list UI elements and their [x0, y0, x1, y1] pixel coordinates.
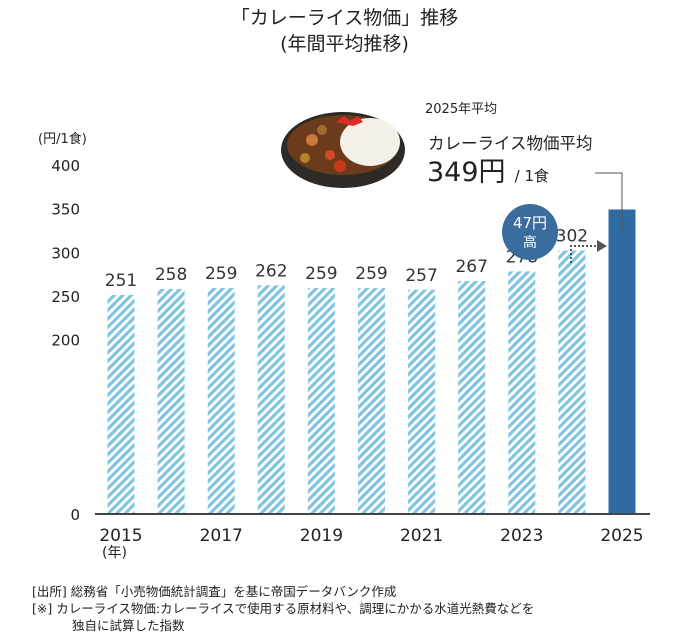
remark-note-cont: 独自に試算した指数 — [72, 618, 185, 633]
chart-subtitle: (年間平均推移) — [280, 33, 409, 55]
bar-2025 — [608, 209, 636, 514]
y-tick-400: 400 — [51, 157, 80, 175]
x-tick-2023: 2023 — [500, 526, 543, 546]
x-tick-2017: 2017 — [200, 526, 243, 546]
bar-2019 — [307, 288, 335, 514]
x-tick-2021: 2021 — [400, 526, 443, 546]
bar-2015 — [107, 295, 135, 514]
data-label-2020: 259 — [355, 264, 387, 284]
annotation-value: 349円 — [427, 157, 506, 188]
data-label-2017: 259 — [205, 264, 237, 284]
bar-2024 — [558, 250, 586, 514]
bar-2022 — [458, 281, 486, 514]
data-label-2022: 267 — [455, 257, 487, 277]
bar-2016 — [157, 288, 185, 514]
annotation-period: 2025年平均 — [425, 102, 498, 117]
data-label-2016: 258 — [155, 265, 187, 285]
y-tick-0: 0 — [70, 506, 80, 524]
data-label-2018: 262 — [255, 261, 287, 281]
y-tick-200: 200 — [51, 332, 80, 350]
svg-text:47円: 47円 — [513, 214, 547, 232]
y-tick-300: 300 — [51, 244, 80, 262]
annotation-value-row: 349円 / 1食 — [427, 150, 549, 189]
increase-arrow — [570, 245, 598, 263]
bar-2021 — [408, 289, 436, 514]
chart: 251258259262259259257267278302 020025030… — [38, 112, 650, 561]
x-tick-2015: 2015 — [99, 526, 142, 546]
chart-title: 「カレーライス物価」推移 — [230, 7, 459, 29]
x-axis-unit: (年) — [102, 545, 127, 561]
bar-2020 — [358, 288, 385, 514]
y-tick-350: 350 — [51, 201, 80, 219]
x-tick-2025: 2025 — [600, 526, 643, 546]
curry-rice-icon — [281, 112, 405, 188]
data-label-2019: 259 — [305, 264, 337, 284]
data-label-2015: 251 — [105, 271, 137, 291]
bar-2018 — [257, 285, 285, 514]
bar-2017 — [207, 288, 235, 514]
svg-text:高: 高 — [523, 234, 537, 251]
annotation-unit: / 1食 — [514, 167, 550, 185]
annotation-label: カレーライス物価平均 — [428, 134, 593, 153]
remark-note: [※] カレーライス物価:カレーライスで使用する原材料や、調理にかかる水道光熱費… — [32, 601, 535, 616]
bar-2023 — [508, 271, 536, 514]
source-note: [出所] 総務省「小売物価統計調査」を基に帝国データバンク作成 — [32, 584, 397, 599]
data-label-2021: 257 — [405, 266, 437, 286]
data-label-2024: 302 — [556, 227, 588, 247]
y-tick-250: 250 — [51, 288, 80, 306]
increase-badge: 47円 高 — [502, 204, 558, 260]
y-axis-unit: (円/1食) — [38, 131, 87, 147]
x-tick-2019: 2019 — [300, 526, 343, 546]
